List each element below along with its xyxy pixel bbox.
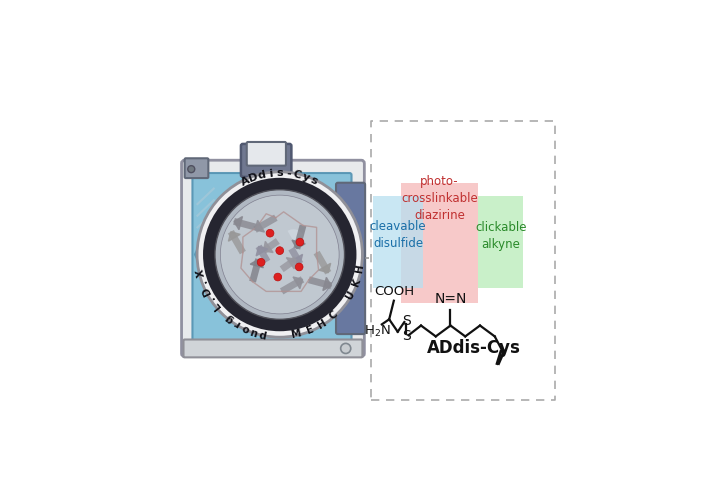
Polygon shape (228, 232, 240, 241)
Text: r: r (233, 318, 242, 329)
Circle shape (341, 343, 351, 353)
FancyBboxPatch shape (181, 160, 364, 357)
Text: C: C (327, 309, 339, 322)
Circle shape (274, 273, 282, 281)
Text: ADdis-Cys: ADdis-Cys (427, 339, 521, 357)
Text: y: y (301, 172, 311, 183)
FancyBboxPatch shape (192, 173, 351, 348)
Circle shape (295, 263, 303, 271)
Text: A: A (240, 175, 251, 187)
Text: .: . (198, 278, 209, 285)
Text: C: C (292, 169, 302, 181)
Circle shape (197, 172, 362, 337)
Bar (401, 183, 478, 303)
Text: i: i (269, 169, 274, 179)
Text: H$_2$N: H$_2$N (364, 325, 391, 340)
Circle shape (266, 229, 274, 237)
Circle shape (220, 195, 339, 314)
Text: N=N: N=N (434, 292, 467, 306)
Text: s: s (276, 168, 283, 178)
Polygon shape (319, 263, 330, 273)
Circle shape (215, 190, 345, 320)
Bar (478, 197, 523, 287)
Polygon shape (255, 220, 264, 232)
Text: u: u (249, 326, 259, 337)
Text: clickable
alkyne: clickable alkyne (475, 221, 527, 251)
Text: M: M (290, 328, 302, 340)
Polygon shape (264, 241, 273, 253)
Bar (373, 197, 423, 287)
Polygon shape (256, 246, 268, 256)
Circle shape (188, 166, 194, 173)
Text: S: S (402, 314, 410, 328)
Circle shape (204, 179, 356, 330)
Circle shape (296, 238, 304, 246)
Polygon shape (293, 277, 302, 289)
Circle shape (257, 259, 265, 266)
Circle shape (276, 247, 284, 255)
Polygon shape (234, 217, 243, 230)
Text: D: D (200, 284, 213, 296)
Polygon shape (250, 259, 264, 268)
Text: g: g (224, 312, 236, 325)
Text: d: d (257, 170, 267, 181)
Text: -: - (286, 169, 292, 179)
Text: COOH: COOH (374, 285, 414, 298)
Text: o: o (240, 322, 251, 334)
Polygon shape (323, 277, 331, 291)
Text: K: K (350, 276, 362, 287)
Text: D: D (248, 171, 260, 184)
Wedge shape (287, 229, 303, 241)
Polygon shape (292, 240, 305, 248)
FancyBboxPatch shape (241, 144, 292, 177)
FancyBboxPatch shape (336, 183, 365, 334)
Text: N: N (323, 275, 333, 288)
Polygon shape (287, 258, 296, 269)
Polygon shape (371, 120, 555, 400)
FancyBboxPatch shape (247, 142, 286, 166)
FancyBboxPatch shape (184, 340, 362, 357)
Text: X: X (195, 268, 207, 278)
FancyBboxPatch shape (184, 158, 208, 178)
Text: U: U (344, 288, 357, 300)
Text: .: . (206, 294, 217, 302)
Text: s: s (309, 175, 319, 187)
Text: =N: =N (326, 278, 346, 291)
Text: H: H (315, 317, 328, 330)
Text: E: E (305, 324, 315, 336)
Text: L: L (211, 300, 222, 311)
Text: cleavable
disulfide: cleavable disulfide (370, 220, 426, 250)
Text: H: H (354, 264, 365, 274)
Text: S: S (402, 330, 410, 343)
Polygon shape (291, 255, 302, 264)
Text: p: p (258, 328, 268, 340)
Text: photo-
crosslinkable
diazirine: photo- crosslinkable diazirine (401, 175, 478, 222)
